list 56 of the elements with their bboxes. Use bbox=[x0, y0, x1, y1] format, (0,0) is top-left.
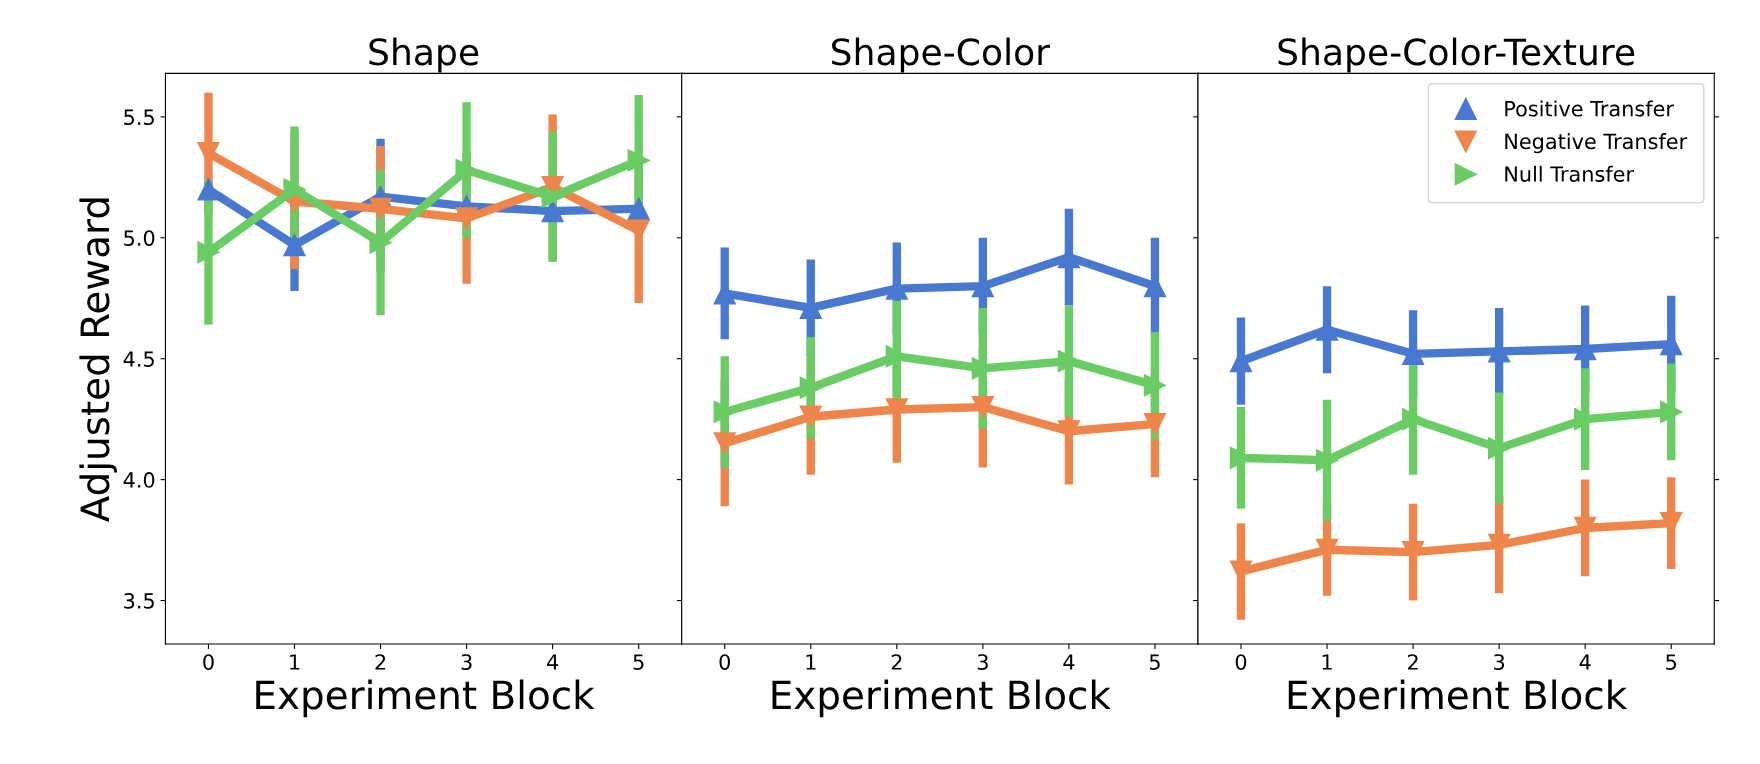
y-tick-label: 3.5 bbox=[124, 592, 154, 609]
point bbox=[627, 149, 650, 172]
x-tick-label: 5 bbox=[633, 654, 644, 670]
legend-label: Positive Transfer bbox=[1505, 100, 1674, 117]
x-tick-label: 4 bbox=[1579, 654, 1591, 670]
x-tick-label: 2 bbox=[1407, 654, 1418, 670]
y-axis-title: Adjusted Reward bbox=[79, 198, 118, 523]
x-axis-title: Experiment Block bbox=[1288, 679, 1628, 718]
y-tick-label: 5.5 bbox=[124, 109, 154, 126]
point bbox=[541, 185, 564, 208]
chart-title: Shape bbox=[369, 37, 479, 73]
point bbox=[1660, 400, 1683, 424]
point bbox=[541, 200, 564, 223]
point bbox=[283, 233, 306, 257]
point bbox=[713, 432, 736, 455]
y-tick-label: 5.0 bbox=[124, 230, 155, 246]
legend-label: Negative Transfer bbox=[1505, 133, 1688, 154]
x-tick-label: 0 bbox=[719, 654, 730, 670]
point bbox=[197, 178, 220, 201]
point bbox=[1143, 412, 1167, 436]
point bbox=[799, 376, 822, 399]
x-tick-label: 1 bbox=[290, 654, 300, 670]
point bbox=[369, 231, 392, 254]
point bbox=[197, 241, 220, 264]
x-tick-label: 1 bbox=[1322, 654, 1332, 670]
x-tick-label: 0 bbox=[1235, 654, 1247, 670]
point bbox=[1057, 350, 1081, 373]
point bbox=[713, 400, 736, 424]
x-tick-label: 3 bbox=[1494, 654, 1505, 670]
x-tick-label: 2 bbox=[375, 654, 386, 670]
x-axis-title: Experiment Block bbox=[256, 679, 595, 718]
point bbox=[283, 178, 306, 201]
x-axis-title: Experiment Block bbox=[772, 679, 1111, 718]
x-tick-label: 5 bbox=[1149, 654, 1160, 670]
x-tick-label: 4 bbox=[547, 654, 559, 670]
x-tick-label: 4 bbox=[1063, 654, 1075, 670]
point bbox=[1401, 408, 1425, 431]
chart-title: Shape-Color bbox=[832, 37, 1051, 73]
y-tick-label: 4.0 bbox=[123, 472, 155, 488]
point bbox=[1488, 437, 1511, 460]
x-tick-label: 1 bbox=[806, 654, 816, 670]
x-tick-label: 3 bbox=[977, 654, 988, 670]
point bbox=[1315, 449, 1339, 472]
point bbox=[799, 405, 822, 428]
y-tick-label: 4.5 bbox=[123, 351, 154, 367]
chart-title: Shape-Color-Texture bbox=[1278, 37, 1635, 73]
x-tick-label: 5 bbox=[1666, 654, 1677, 670]
point bbox=[455, 207, 478, 230]
point bbox=[627, 197, 650, 220]
x-tick-label: 2 bbox=[891, 654, 902, 670]
legend-label: Null Transfer bbox=[1505, 165, 1635, 182]
point bbox=[369, 197, 392, 220]
point bbox=[971, 395, 994, 419]
point bbox=[1143, 374, 1167, 397]
x-tick-label: 0 bbox=[203, 654, 214, 670]
x-tick-label: 3 bbox=[461, 654, 472, 670]
